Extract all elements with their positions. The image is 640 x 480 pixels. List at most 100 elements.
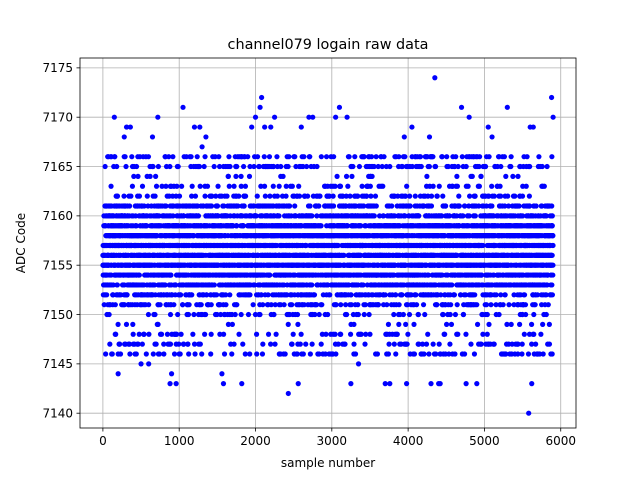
- data-point: [115, 321, 121, 327]
- data-point: [345, 183, 351, 189]
- data-point: [316, 203, 322, 209]
- data-point: [114, 282, 120, 288]
- data-point: [247, 292, 253, 298]
- data-point: [338, 302, 344, 308]
- data-point: [385, 321, 392, 327]
- data-point: [214, 292, 220, 298]
- data-point: [189, 183, 195, 189]
- data-point: [155, 321, 161, 327]
- data-point: [430, 183, 436, 189]
- data-point: [428, 203, 435, 209]
- data-point: [380, 183, 386, 189]
- data-point: [227, 292, 233, 298]
- data-point: [152, 193, 158, 199]
- data-point: [391, 311, 397, 318]
- data-point: [465, 183, 471, 189]
- data-point: [133, 223, 140, 229]
- data-point: [136, 193, 143, 199]
- data-point: [225, 173, 231, 179]
- data-point: [189, 193, 195, 199]
- data-point: [276, 213, 282, 219]
- data-point: [271, 311, 277, 318]
- data-point: [309, 282, 315, 288]
- data-point: [325, 311, 331, 318]
- data-point: [373, 203, 379, 209]
- data-point: [171, 302, 177, 308]
- data-point: [403, 321, 409, 327]
- data-point: [407, 203, 413, 209]
- data-point: [208, 302, 214, 308]
- data-point: [195, 213, 202, 219]
- data-point: [460, 213, 466, 219]
- data-point: [242, 193, 249, 199]
- data-point: [413, 292, 419, 298]
- data-point: [234, 302, 240, 308]
- data-point: [296, 193, 303, 199]
- data-point: [454, 173, 460, 179]
- data-point: [261, 183, 268, 189]
- data-point: [292, 203, 298, 209]
- data-point: [112, 302, 118, 308]
- data-point: [411, 321, 417, 327]
- data-point: [163, 203, 169, 209]
- data-point: [265, 292, 271, 298]
- data-point: [129, 183, 136, 189]
- data-point: [267, 193, 273, 199]
- data-point: [262, 193, 268, 199]
- data-point: [355, 193, 361, 199]
- data-point: [130, 321, 136, 327]
- data-point: [332, 183, 338, 189]
- data-point: [469, 173, 475, 179]
- data-point: [260, 302, 266, 308]
- data-point: [128, 193, 134, 199]
- data-point: [344, 311, 350, 318]
- data-point: [170, 213, 176, 219]
- data-point: [135, 173, 141, 179]
- data-point: [449, 282, 455, 288]
- data-point: [108, 183, 114, 189]
- data-point: [238, 311, 244, 318]
- data-point: [144, 193, 150, 199]
- data-point: [280, 173, 286, 179]
- data-point: [106, 311, 112, 318]
- data-point: [124, 292, 130, 298]
- data-point: [384, 302, 390, 308]
- data-point: [452, 311, 459, 318]
- data-point: [289, 183, 295, 189]
- data-point: [176, 193, 183, 199]
- data-point: [399, 292, 405, 298]
- data-point: [152, 311, 158, 318]
- data-point: [240, 223, 246, 229]
- data-point: [400, 311, 406, 318]
- data-point: [191, 311, 197, 318]
- data-point: [330, 203, 337, 209]
- data-point: [359, 183, 365, 189]
- data-point: [232, 311, 238, 318]
- data-point: [246, 173, 253, 179]
- data-point: [334, 173, 340, 179]
- data-point: [175, 311, 181, 318]
- data-point: [474, 302, 480, 308]
- data-point: [428, 193, 435, 199]
- data-point: [139, 183, 146, 189]
- data-point: [371, 213, 377, 219]
- data-point: [191, 233, 197, 239]
- data-points: [100, 75, 556, 416]
- data-point: [204, 183, 211, 189]
- data-point: [460, 311, 467, 318]
- data-point: [123, 321, 130, 327]
- data-point: [456, 193, 462, 199]
- data-point: [454, 183, 461, 189]
- data-point: [157, 302, 163, 308]
- data-point: [366, 311, 372, 318]
- data-point: [163, 183, 169, 189]
- data-point: [224, 193, 230, 199]
- data-point: [361, 311, 367, 318]
- data-point: [415, 311, 422, 318]
- data-point: [229, 321, 235, 327]
- data-point: [420, 302, 427, 308]
- data-point: [233, 173, 239, 179]
- data-point: [305, 193, 311, 199]
- data-point: [254, 193, 260, 199]
